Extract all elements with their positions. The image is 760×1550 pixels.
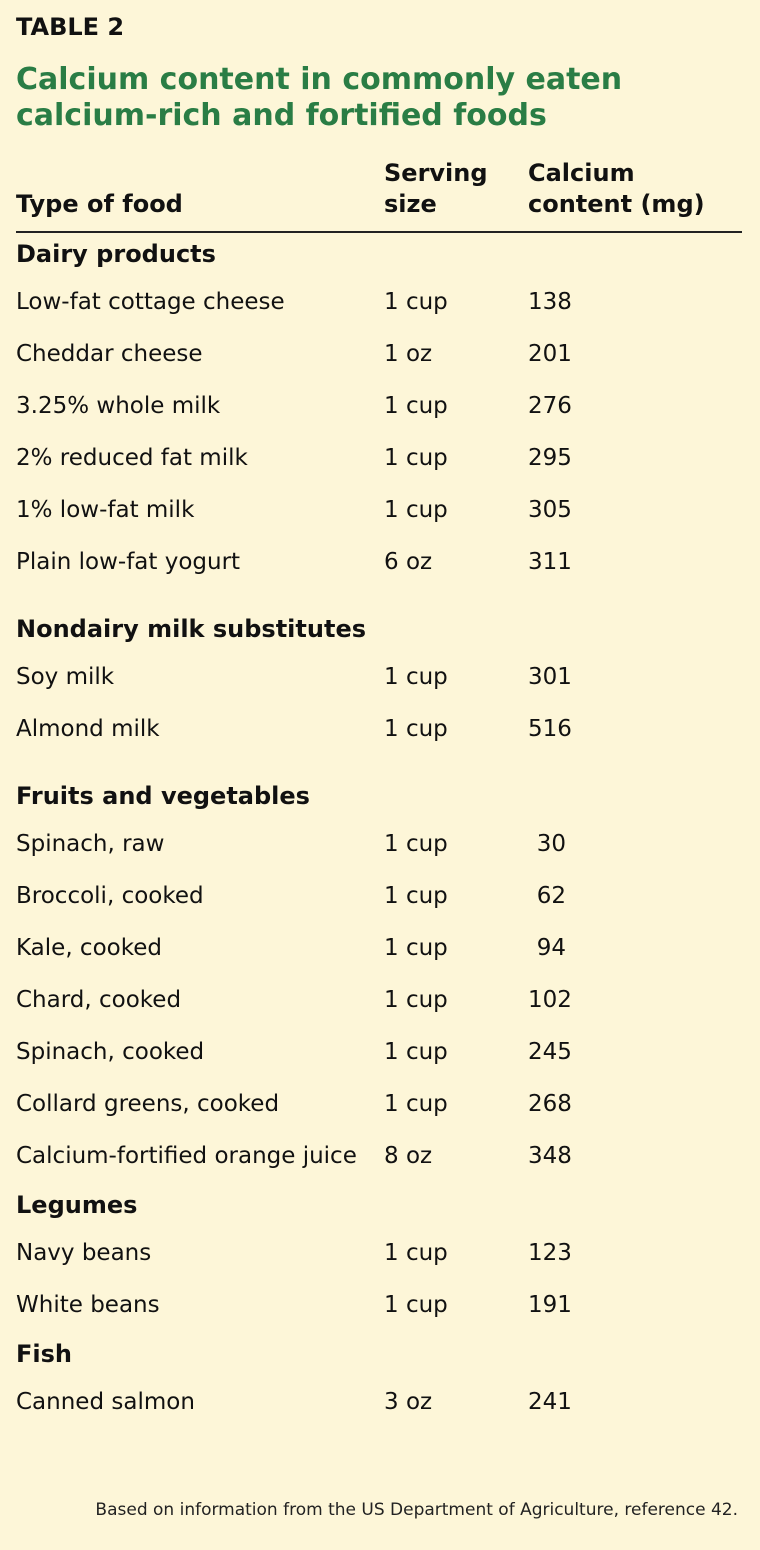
calcium-cell: 191 (528, 1292, 572, 1318)
serving-cell: 3 oz (384, 1389, 433, 1415)
calcium-cell: 245 (528, 1039, 572, 1065)
table-row: 2% reduced fat milk 1 cup 295 (16, 433, 742, 485)
table-row: 1% low-fat milk 1 cup 305 (16, 485, 742, 537)
food-cell: Cheddar cheese (16, 341, 203, 367)
calcium-cell: 62 (536, 883, 566, 909)
calcium-cell: 276 (528, 393, 572, 419)
table-label: TABLE 2 (16, 13, 125, 41)
calcium-cell: 311 (528, 549, 572, 575)
serving-cell: 1 cup (384, 445, 448, 471)
serving-cell: 1 cup (384, 1039, 448, 1065)
food-cell: Navy beans (16, 1240, 152, 1266)
serving-cell: 1 cup (384, 1240, 448, 1266)
food-cell: Calcium-fortified orange juice (16, 1143, 357, 1169)
serving-cell: 1 oz (384, 341, 433, 367)
serving-cell: 6 oz (384, 549, 433, 575)
column-header-food: Type of food (16, 190, 183, 218)
table-row: Almond milk 1 cup 516 (16, 704, 742, 756)
table-row: Cheddar cheese 1 oz 201 (16, 329, 742, 381)
serving-cell: 1 cup (384, 1091, 448, 1117)
calcium-cell: 30 (536, 831, 566, 857)
table-header: Type of food Serving size Calcium conten… (16, 155, 742, 233)
table-body: Dairy products Low-fat cottage cheese 1 cu… (16, 232, 742, 1429)
calcium-cell: 516 (528, 716, 572, 742)
serving-cell: 1 cup (384, 497, 448, 523)
table-row: Navy beans 1 cup 123 (16, 1228, 742, 1280)
food-cell: Soy milk (16, 664, 115, 690)
calcium-cell: 94 (536, 935, 566, 961)
serving-cell: 1 cup (384, 987, 448, 1013)
food-cell: 3.25% whole milk (16, 393, 221, 419)
column-header-serving: Serving size (384, 159, 488, 218)
table-row: Collard greens, cooked 1 cup 268 (16, 1079, 742, 1131)
column-header-calcium: Calcium content (mg) (528, 159, 705, 218)
section-spacer (16, 756, 742, 774)
serving-cell: 1 cup (384, 883, 448, 909)
section-title: Fruits and vegetables (16, 782, 310, 810)
table-row: Low-fat cottage cheese 1 cup 138 (16, 277, 742, 329)
table-title: Calcium content in commonly eaten calciu… (16, 62, 623, 133)
serving-cell: 1 cup (384, 1292, 448, 1318)
serving-cell: 8 oz (384, 1143, 433, 1169)
section-title: Legumes (16, 1191, 138, 1219)
food-cell: 2% reduced fat milk (16, 445, 248, 471)
section-title: Dairy products (16, 240, 216, 268)
table-row: Calcium-fortified orange juice 8 oz 348 (16, 1131, 742, 1183)
serving-cell: 1 cup (384, 664, 448, 690)
food-cell: Low-fat cottage cheese (16, 289, 285, 315)
section-title: Nondairy milk substitutes (16, 615, 367, 643)
table-row: Canned salmon 3 oz 241 (16, 1377, 742, 1429)
food-cell: Chard, cooked (16, 987, 182, 1013)
table-row: 3.25% whole milk 1 cup 276 (16, 381, 742, 433)
food-cell: Collard greens, cooked (16, 1091, 280, 1117)
footnote: Based on information from the US Departm… (95, 1500, 738, 1520)
serving-cell: 1 cup (384, 831, 448, 857)
food-cell: Spinach, raw (16, 831, 165, 857)
food-cell: Almond milk (16, 716, 160, 742)
table-row: Spinach, raw 1 cup 30 (16, 819, 742, 871)
calcium-cell: 241 (528, 1389, 572, 1415)
calcium-cell: 305 (528, 497, 572, 523)
serving-cell: 1 cup (384, 935, 448, 961)
table-row: White beans 1 cup 191 (16, 1280, 742, 1332)
table-row: Soy milk 1 cup 301 (16, 652, 742, 704)
food-cell: Spinach, cooked (16, 1039, 205, 1065)
serving-cell: 1 cup (384, 716, 448, 742)
calcium-cell: 102 (528, 987, 572, 1013)
food-cell: Canned salmon (16, 1389, 195, 1415)
calcium-cell: 138 (528, 289, 572, 315)
calcium-cell: 295 (528, 445, 572, 471)
table-row: Kale, cooked 1 cup 94 (16, 923, 742, 975)
calcium-cell: 348 (528, 1143, 572, 1169)
calcium-cell: 268 (528, 1091, 572, 1117)
calcium-cell: 201 (528, 341, 572, 367)
food-cell: White beans (16, 1292, 160, 1318)
food-cell: 1% low-fat milk (16, 497, 195, 523)
food-cell: Kale, cooked (16, 935, 162, 961)
section-title: Fish (16, 1340, 72, 1368)
table-row: Spinach, cooked 1 cup 245 (16, 1027, 742, 1079)
table-row: Plain low-fat yogurt 6 oz 311 (16, 537, 742, 589)
calcium-cell: 123 (528, 1240, 572, 1266)
table-row: Broccoli, cooked 1 cup 62 (16, 871, 742, 923)
serving-cell: 1 cup (384, 393, 448, 419)
food-cell: Plain low-fat yogurt (16, 549, 241, 575)
food-cell: Broccoli, cooked (16, 883, 204, 909)
serving-cell: 1 cup (384, 289, 448, 315)
table-row: Chard, cooked 1 cup 102 (16, 975, 742, 1027)
calcium-cell: 301 (528, 664, 572, 690)
section-spacer (16, 589, 742, 607)
